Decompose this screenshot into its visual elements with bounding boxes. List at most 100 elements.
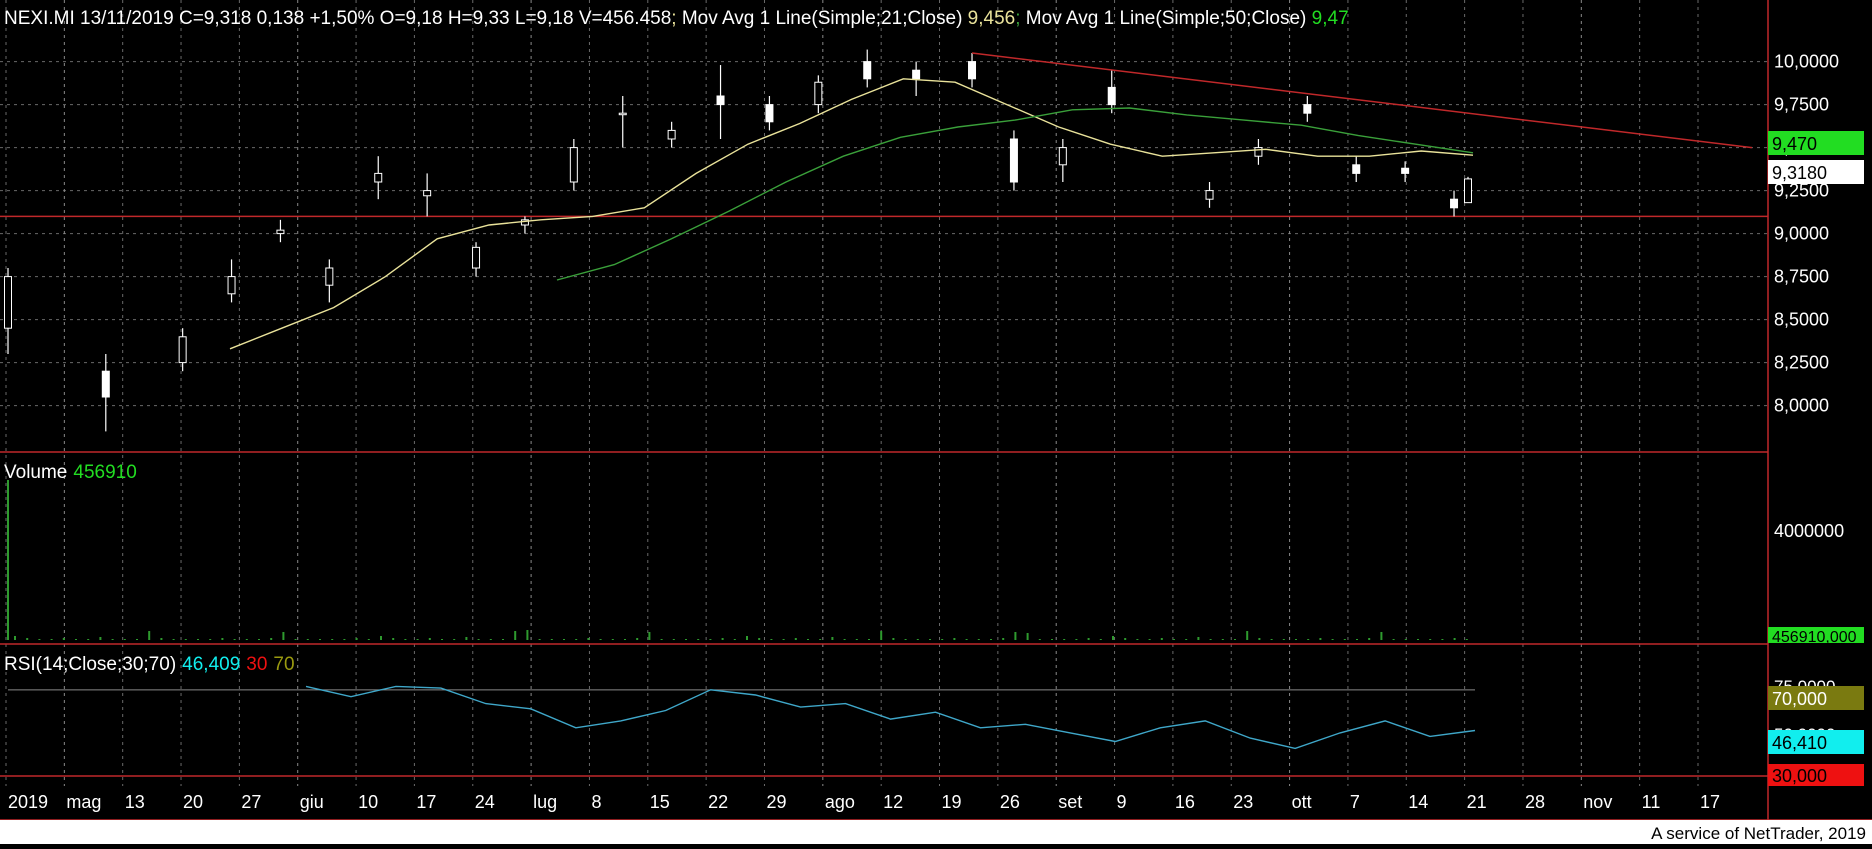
candle[interactable] — [1303, 96, 1312, 122]
date-axis-label: 17 — [1700, 792, 1720, 812]
candle-body — [912, 69, 921, 80]
candle[interactable] — [968, 53, 977, 88]
candle[interactable] — [863, 49, 872, 88]
candle[interactable] — [618, 96, 627, 148]
volume-bar — [367, 639, 370, 640]
candle[interactable] — [101, 354, 110, 432]
candle[interactable] — [1464, 176, 1472, 204]
candle[interactable] — [1450, 190, 1459, 217]
price-axis-label: 8,2500 — [1774, 353, 1829, 373]
volume-bar — [1331, 639, 1334, 640]
volume-bar — [270, 638, 273, 640]
price-axis-label: 9,0000 — [1774, 224, 1829, 244]
volume-last-badge — [1768, 627, 1864, 643]
volume-bar — [526, 630, 529, 640]
volume-bar — [1197, 637, 1200, 640]
candle-body — [863, 61, 872, 80]
volume-bar — [416, 639, 419, 640]
price-axis-label: 10,0000 — [1774, 52, 1839, 72]
price-axis-label: 8,5000 — [1774, 310, 1829, 330]
date-axis-label: 27 — [241, 792, 261, 812]
candle[interactable] — [569, 139, 578, 191]
candle[interactable] — [1401, 161, 1410, 182]
candle[interactable] — [1352, 156, 1361, 182]
volume-bar — [1112, 636, 1114, 640]
candle[interactable] — [374, 156, 383, 200]
date-axis-label: nov — [1583, 792, 1612, 812]
candle-body — [472, 246, 481, 269]
resistance-trendline[interactable] — [971, 52, 1753, 149]
volume-bar — [502, 639, 504, 640]
candle-body — [1058, 147, 1067, 166]
volume-bar — [977, 639, 980, 640]
volume-bar — [538, 639, 541, 640]
volume-bar — [1148, 639, 1151, 640]
candle[interactable] — [227, 259, 236, 303]
candle[interactable] — [765, 96, 774, 131]
candle-body — [1009, 138, 1018, 183]
volume-bar — [1099, 639, 1102, 640]
volume-last-badge-text: 456910,000 — [1772, 629, 1857, 646]
volume-bar — [245, 639, 248, 640]
date-axis-label: 14 — [1408, 792, 1428, 812]
volume-bar — [648, 632, 651, 640]
candle[interactable] — [325, 259, 334, 303]
candle-body — [667, 129, 676, 140]
candle[interactable] — [423, 173, 432, 217]
candle[interactable] — [4, 268, 12, 354]
candle[interactable] — [1107, 70, 1116, 114]
price-axis-label: 9,7500 — [1774, 95, 1829, 115]
volume-bar — [14, 636, 16, 640]
volume-bar — [892, 638, 895, 640]
volume-bar — [1404, 639, 1407, 640]
date-axis-label: 12 — [883, 792, 903, 812]
date-axis-label: 13 — [125, 792, 145, 812]
candle[interactable] — [667, 121, 676, 148]
volume-bar — [184, 639, 187, 640]
volume-bar — [441, 639, 443, 640]
volume-bar — [209, 639, 212, 640]
header-separator: ; — [1015, 8, 1020, 29]
date-axis-label: 17 — [416, 792, 436, 812]
volume-bar — [331, 639, 334, 640]
date-axis-label: mag — [66, 792, 101, 812]
volume-bar — [489, 639, 492, 640]
volume-bar — [782, 639, 785, 640]
candle[interactable] — [1254, 139, 1263, 165]
ma21-line[interactable] — [229, 78, 1474, 350]
candle[interactable] — [1058, 139, 1067, 182]
candle[interactable] — [1205, 182, 1214, 208]
volume-bar — [1209, 639, 1212, 640]
candle[interactable] — [178, 328, 187, 372]
candle[interactable] — [276, 219, 285, 243]
rsi-value: 46,409 — [182, 654, 240, 675]
ma50-line[interactable] — [556, 107, 1474, 281]
volume-bar — [1307, 639, 1310, 640]
volume-value: 456910 — [73, 462, 136, 483]
volume-bar — [453, 639, 456, 640]
date-axis-label: ago — [825, 792, 855, 812]
candle-body — [1450, 198, 1459, 209]
rsi-value-badge — [1768, 730, 1864, 754]
candle[interactable] — [716, 65, 725, 139]
volume-bar — [624, 639, 626, 640]
date-axis-label: 26 — [1000, 792, 1020, 812]
ma50-legend-value: 9,47 — [1306, 8, 1348, 29]
candle[interactable] — [912, 61, 921, 96]
candle[interactable] — [1009, 130, 1018, 191]
date-axis-label: 2019 — [8, 792, 48, 812]
candle-body — [4, 276, 12, 329]
candle[interactable] — [472, 242, 481, 277]
rsi-line[interactable] — [305, 685, 1476, 750]
date-axis-label: 29 — [766, 792, 786, 812]
volume-bar — [294, 639, 297, 640]
volume-bar — [1038, 639, 1041, 640]
chart-header: NEXI.MI 13/11/2019 C=9,318 0,138 +1,50% … — [4, 8, 1349, 29]
volume-bar — [148, 631, 151, 640]
candle[interactable] — [814, 75, 823, 114]
candle-body — [101, 370, 110, 398]
volume-bar — [99, 637, 102, 640]
